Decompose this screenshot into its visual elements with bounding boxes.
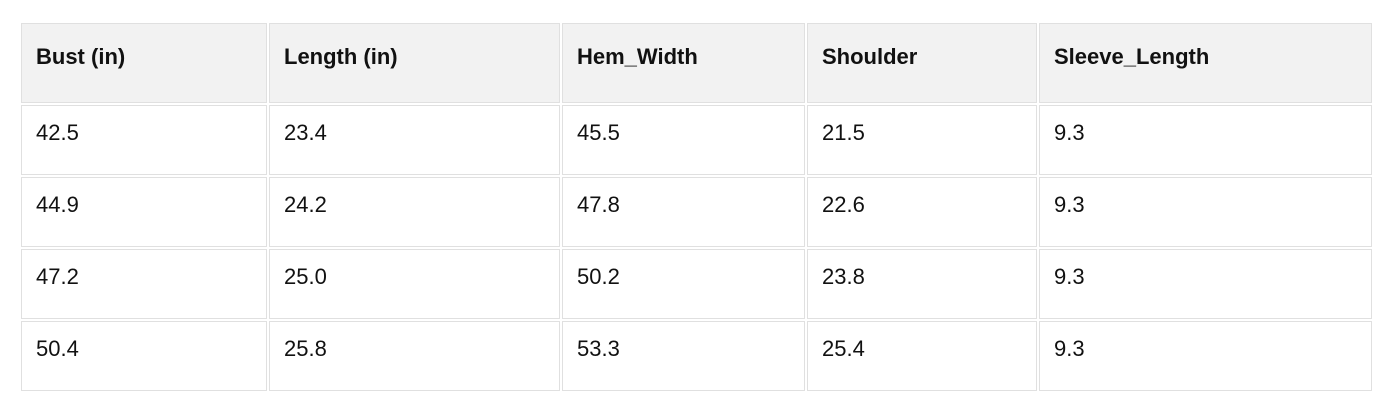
table-cell: 9.3 (1039, 105, 1372, 175)
size-chart-table: Bust (in) Length (in) Hem_Width Shoulder… (19, 21, 1374, 393)
column-header-shoulder: Shoulder (807, 23, 1037, 103)
table-cell: 50.2 (562, 249, 805, 319)
table-cell: 9.3 (1039, 249, 1372, 319)
table-cell: 9.3 (1039, 177, 1372, 247)
table-row: 44.9 24.2 47.8 22.6 9.3 (21, 177, 1372, 247)
column-header-hem-width: Hem_Width (562, 23, 805, 103)
table-cell: 45.5 (562, 105, 805, 175)
table-cell: 22.6 (807, 177, 1037, 247)
table-cell: 50.4 (21, 321, 267, 391)
column-header-length: Length (in) (269, 23, 560, 103)
table-cell: 23.8 (807, 249, 1037, 319)
table-row: 47.2 25.0 50.2 23.8 9.3 (21, 249, 1372, 319)
table-cell: 25.4 (807, 321, 1037, 391)
table-cell: 47.8 (562, 177, 805, 247)
table-cell: 9.3 (1039, 321, 1372, 391)
table-row: 50.4 25.8 53.3 25.4 9.3 (21, 321, 1372, 391)
header-row: Bust (in) Length (in) Hem_Width Shoulder… (21, 23, 1372, 103)
table-row: 42.5 23.4 45.5 21.5 9.3 (21, 105, 1372, 175)
table-cell: 42.5 (21, 105, 267, 175)
table-cell: 53.3 (562, 321, 805, 391)
table-cell: 24.2 (269, 177, 560, 247)
column-header-bust: Bust (in) (21, 23, 267, 103)
table-cell: 25.8 (269, 321, 560, 391)
table-cell: 44.9 (21, 177, 267, 247)
table-cell: 21.5 (807, 105, 1037, 175)
table-cell: 23.4 (269, 105, 560, 175)
column-header-sleeve-length: Sleeve_Length (1039, 23, 1372, 103)
table-cell: 47.2 (21, 249, 267, 319)
table-cell: 25.0 (269, 249, 560, 319)
